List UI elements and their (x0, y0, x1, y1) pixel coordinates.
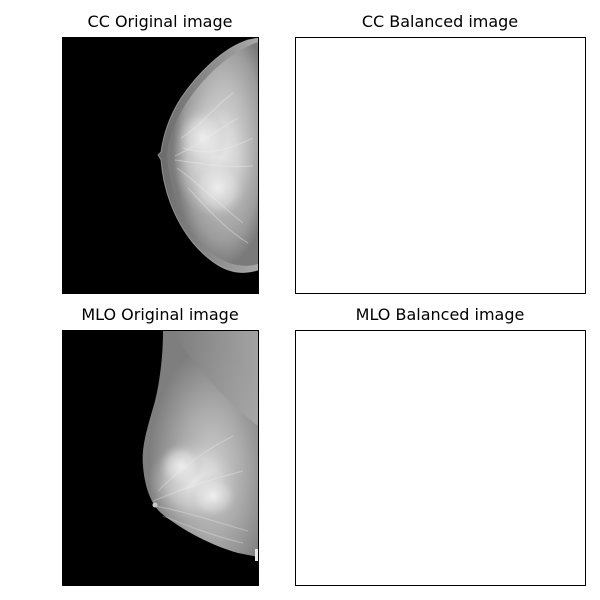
cc-original-mammogram (63, 38, 258, 293)
mlo-original-mammogram (63, 331, 258, 585)
mlo-original-title: MLO Original image (81, 305, 239, 324)
mlo-original-panel (62, 330, 259, 586)
cc-original-panel (62, 37, 259, 294)
cc-balanced-title: CC Balanced image (361, 12, 519, 31)
cc-balanced-panel (295, 37, 586, 294)
mlo-balanced-panel (295, 330, 586, 586)
mlo-balanced-title: MLO Balanced image (355, 305, 525, 324)
cc-original-title: CC Original image (87, 12, 233, 31)
